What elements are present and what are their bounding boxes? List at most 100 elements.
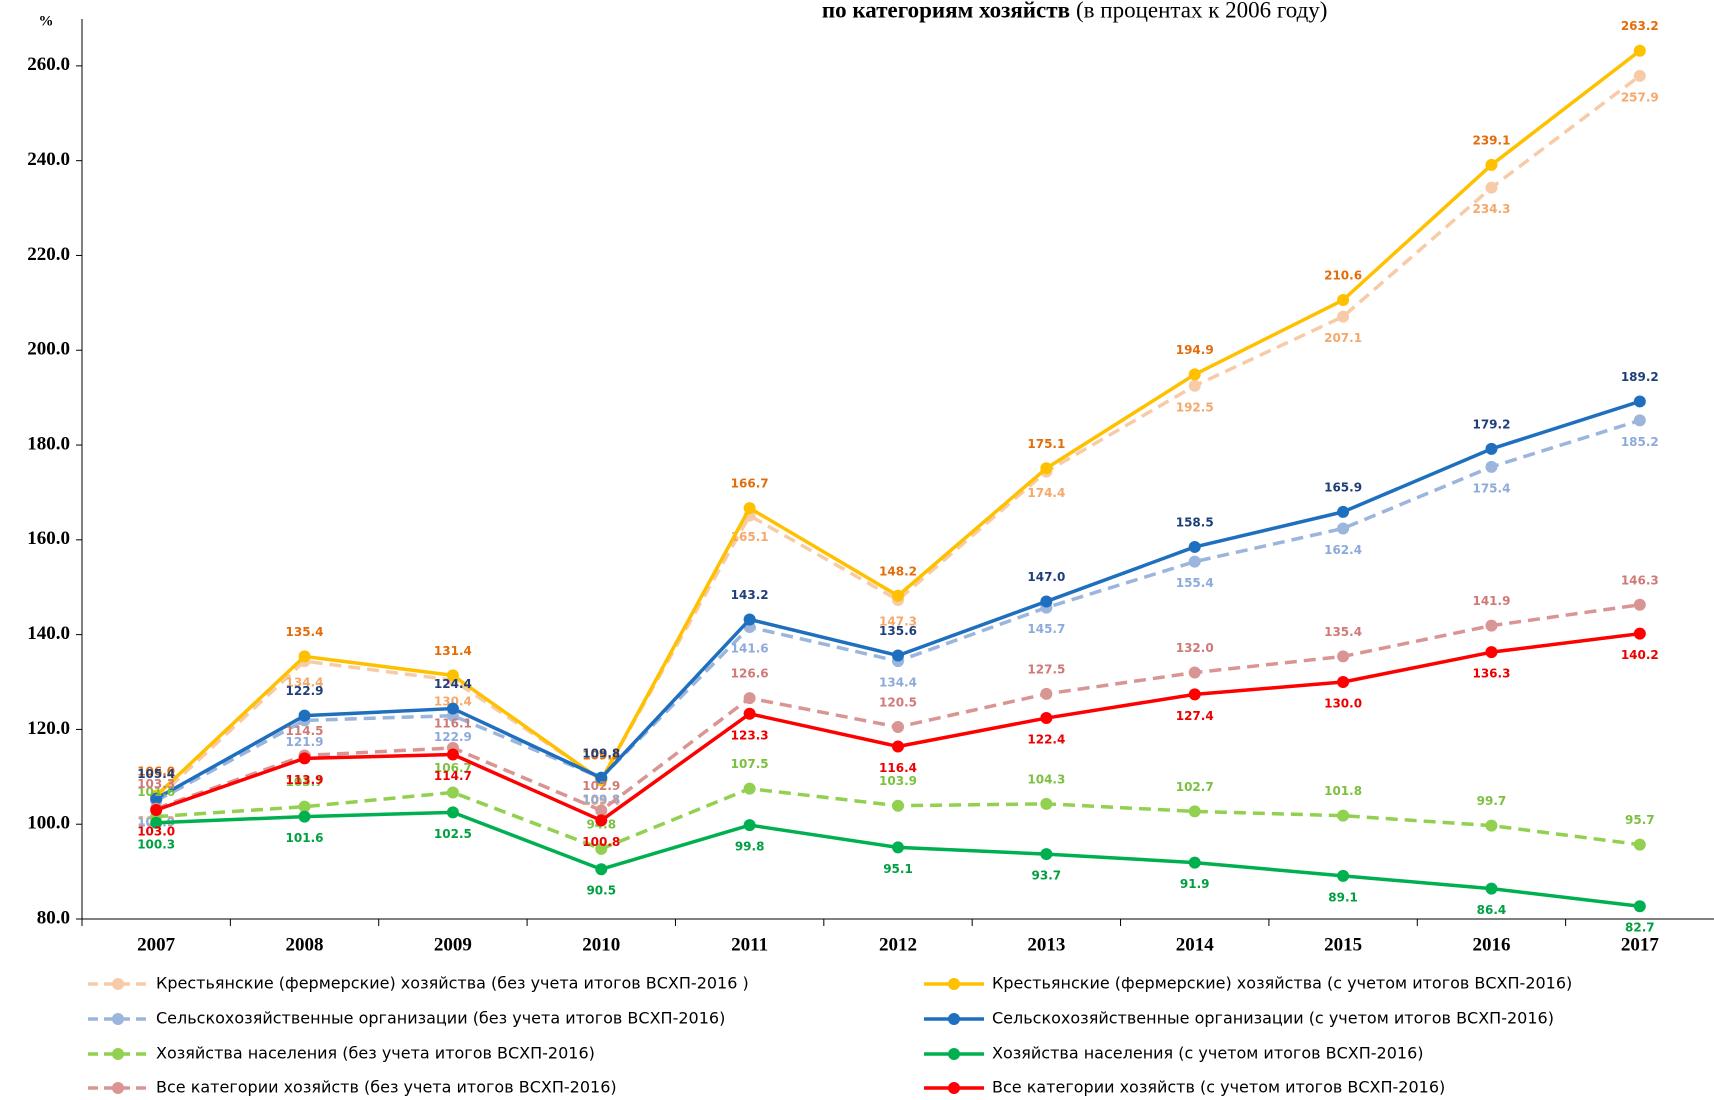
data-label: 189.2 bbox=[1621, 370, 1659, 384]
point bbox=[446, 806, 459, 819]
legend-label: Все категории хозяйств (без учета итогов… bbox=[156, 1078, 617, 1097]
point bbox=[1337, 809, 1350, 822]
point bbox=[1485, 882, 1498, 895]
point bbox=[150, 803, 163, 816]
data-label: 127.4 bbox=[1176, 709, 1214, 723]
legend-label: Крестьянские (фермерские) хозяйства (с у… bbox=[992, 974, 1572, 993]
x-tick-label: 2015 bbox=[1324, 934, 1362, 955]
y-tick-label: 120.0 bbox=[27, 718, 70, 739]
data-label: 175.1 bbox=[1027, 437, 1065, 451]
point bbox=[1485, 819, 1498, 832]
y-tick-label: 180.0 bbox=[27, 433, 70, 454]
data-label: 89.1 bbox=[1328, 890, 1358, 904]
point bbox=[892, 740, 904, 753]
data-label: 147.3 bbox=[879, 615, 917, 629]
series-line bbox=[156, 810, 1641, 908]
data-label: 141.6 bbox=[731, 642, 769, 656]
data-label: 135.4 bbox=[286, 625, 324, 639]
point bbox=[595, 863, 608, 876]
data-label: 134.4 bbox=[879, 676, 917, 690]
point bbox=[1337, 676, 1350, 689]
point bbox=[298, 810, 311, 823]
point bbox=[743, 613, 756, 626]
point bbox=[743, 819, 756, 832]
data-label: 165.9 bbox=[1324, 480, 1362, 494]
point bbox=[1633, 900, 1646, 913]
point bbox=[1337, 294, 1350, 307]
data-label: 103.0 bbox=[137, 824, 175, 838]
data-label: 82.7 bbox=[1625, 921, 1655, 935]
data-label: 210.6 bbox=[1324, 269, 1362, 283]
point bbox=[446, 748, 459, 761]
data-label: 116.1 bbox=[434, 716, 472, 730]
data-label: 155.4 bbox=[1176, 576, 1214, 590]
data-label: 99.7 bbox=[1477, 794, 1507, 808]
data-label: 165.1 bbox=[731, 530, 769, 544]
data-label: 103.3 bbox=[137, 777, 175, 791]
y-tick-label: 100.0 bbox=[27, 813, 70, 834]
point bbox=[298, 650, 311, 663]
legend-label: Хозяйства населения (с учетом итогов ВСХ… bbox=[992, 1044, 1424, 1063]
data-label: 126.6 bbox=[731, 667, 769, 681]
data-label: 141.9 bbox=[1472, 594, 1510, 608]
data-label: 122.9 bbox=[434, 730, 472, 744]
data-label: 175.4 bbox=[1472, 481, 1510, 495]
point bbox=[446, 786, 459, 799]
data-label: 166.7 bbox=[731, 477, 769, 491]
data-label: 102.5 bbox=[434, 827, 472, 841]
data-label: 120.5 bbox=[879, 696, 917, 710]
data-label: 116.4 bbox=[879, 761, 917, 775]
data-label: 134.4 bbox=[286, 676, 324, 690]
point bbox=[1040, 687, 1053, 700]
data-label: 104.3 bbox=[1027, 772, 1065, 786]
y-tick-label: 140.0 bbox=[27, 623, 70, 644]
data-label: 122.4 bbox=[1027, 733, 1065, 747]
point bbox=[298, 752, 311, 765]
point bbox=[150, 792, 163, 805]
data-label: 192.5 bbox=[1176, 400, 1214, 414]
point bbox=[1040, 848, 1053, 861]
data-label: 113.9 bbox=[286, 773, 324, 787]
data-label: 100.8 bbox=[582, 835, 620, 849]
point bbox=[298, 800, 311, 813]
point bbox=[1485, 460, 1498, 473]
point bbox=[595, 842, 608, 855]
y-tick-label: 160.0 bbox=[27, 528, 70, 549]
point bbox=[743, 692, 756, 705]
point bbox=[1633, 44, 1646, 57]
point bbox=[892, 721, 904, 734]
data-label: 102.7 bbox=[1176, 780, 1214, 794]
data-label: 162.4 bbox=[1324, 543, 1362, 557]
data-label: 179.2 bbox=[1472, 417, 1510, 431]
legend-label: Все категории хозяйств (с учетом итогов … bbox=[992, 1078, 1445, 1097]
point bbox=[446, 669, 459, 682]
data-label: 130.4 bbox=[434, 695, 472, 709]
point bbox=[1040, 797, 1053, 810]
point bbox=[1188, 379, 1201, 392]
legend-marker bbox=[112, 1013, 124, 1025]
point bbox=[1485, 181, 1498, 194]
series-line bbox=[156, 786, 1641, 851]
point bbox=[1188, 540, 1201, 553]
point bbox=[595, 814, 608, 827]
data-label: 257.9 bbox=[1621, 90, 1659, 104]
y-tick-label: 240.0 bbox=[27, 149, 70, 170]
point bbox=[298, 709, 311, 722]
data-label: 127.5 bbox=[1027, 662, 1065, 676]
data-label: 145.7 bbox=[1027, 622, 1065, 636]
x-tick-label: 2011 bbox=[731, 934, 768, 955]
x-tick-label: 2007 bbox=[137, 934, 176, 955]
point bbox=[1188, 368, 1201, 381]
data-label: 146.3 bbox=[1621, 573, 1659, 587]
point bbox=[446, 702, 459, 715]
point bbox=[1633, 838, 1646, 851]
data-label: 136.3 bbox=[1472, 667, 1510, 681]
point bbox=[1040, 712, 1053, 725]
point bbox=[1485, 158, 1498, 171]
y-tick-label: 220.0 bbox=[27, 244, 70, 265]
point bbox=[1633, 627, 1646, 640]
point bbox=[1633, 69, 1646, 82]
data-label: 106.0 bbox=[137, 764, 175, 778]
data-label: 135.6 bbox=[879, 624, 917, 638]
